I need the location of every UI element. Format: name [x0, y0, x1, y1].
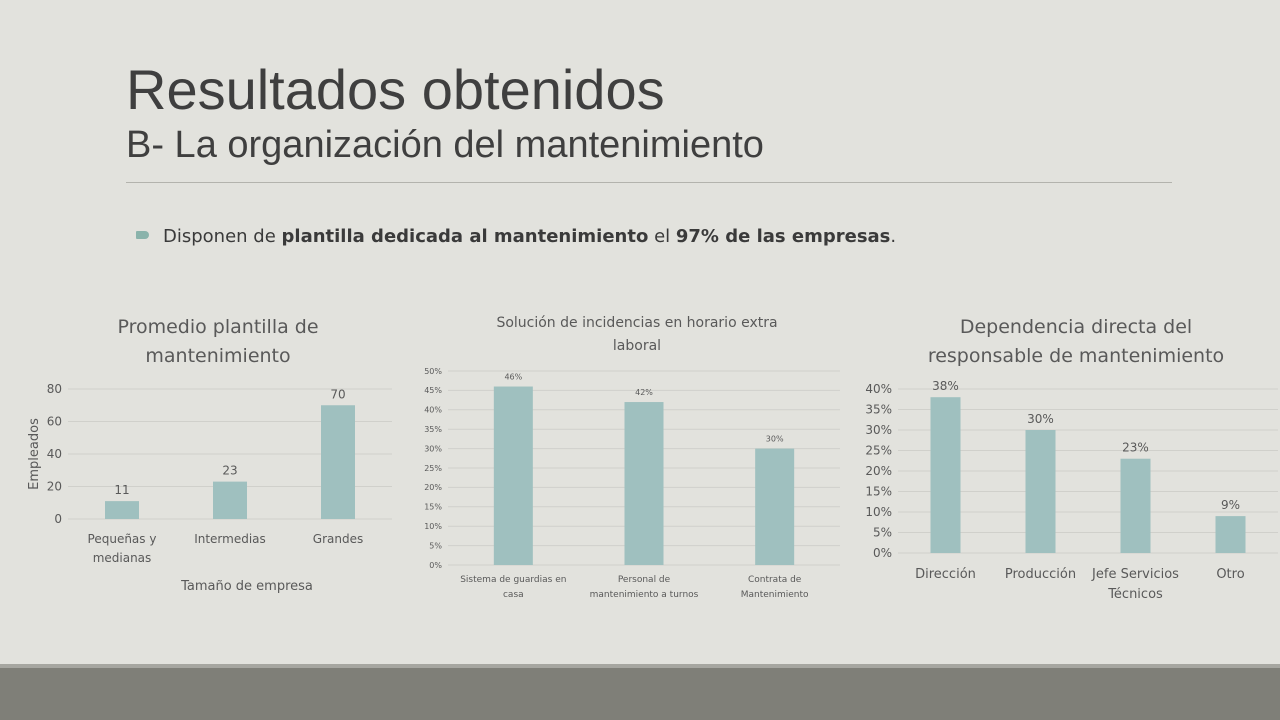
chart-1-bar — [105, 501, 139, 519]
chart-1-y-tick-label: 20 — [47, 480, 62, 494]
chart-3-y-tick-label: 30% — [865, 423, 892, 437]
chart-3-y-tick-label: 10% — [865, 505, 892, 519]
chart-3-category-label: Jefe Servicios — [1091, 567, 1179, 582]
chart-1-bar — [213, 481, 247, 519]
bullet-text-post: . — [890, 226, 897, 247]
chart-3-category-label: Dirección — [915, 567, 976, 582]
title-divider — [126, 182, 1172, 183]
chart-2-y-tick-label: 0% — [429, 561, 442, 570]
chart-2-y-tick-label: 35% — [424, 425, 442, 434]
slide-title-block: Resultados obtenidos B- La organización … — [126, 58, 764, 166]
chart-1-data-label: 23 — [222, 464, 237, 478]
chart-3-y-tick-label: 35% — [865, 403, 892, 417]
chart-2-y-tick-label: 25% — [424, 464, 442, 473]
chart-1-data-label: 11 — [114, 483, 129, 497]
chart-2-title-line-2: laboral — [613, 338, 661, 354]
chart-1-category-label: Intermedias — [194, 532, 266, 546]
chart-2-category-label: mantenimiento a turnos — [590, 590, 699, 600]
chart-3-bar — [1215, 516, 1246, 553]
chart-2-bar — [493, 386, 533, 565]
chart-2-data-label: 30% — [766, 435, 784, 444]
chart-3-category-label: Producción — [1005, 567, 1076, 582]
chart-1-category-label: medianas — [93, 551, 152, 565]
chart-2-bar — [755, 448, 795, 565]
chart-3-bar — [1025, 430, 1056, 553]
chart-2-y-tick-label: 40% — [424, 406, 442, 415]
bullet-point: Disponen de plantilla dedicada al manten… — [136, 226, 896, 247]
chart-1-y-tick-label: 40 — [47, 447, 62, 461]
chart-2-category-label: Sistema de guardias en — [460, 575, 566, 585]
chart-1-category-label: Pequeñas y — [88, 532, 157, 546]
chart-3-data-label: 38% — [932, 379, 959, 393]
slide-title: Resultados obtenidos — [126, 58, 665, 121]
chart-2-y-tick-label: 20% — [424, 483, 442, 492]
chart-1-title-line-1: Promedio plantilla de — [117, 316, 318, 338]
chart-2-y-tick-label: 45% — [424, 386, 442, 395]
chart-3-bar — [1120, 458, 1151, 553]
chart-3-data-label: 30% — [1027, 412, 1054, 426]
chart-3-y-tick-label: 20% — [865, 464, 892, 478]
chart-2-category-label: Personal de — [618, 575, 671, 585]
chart-2-title-line-1: Solución de incidencias en horario extra — [496, 315, 777, 331]
chart-1-x-axis-label: Tamaño de empresa — [180, 579, 313, 594]
chart-3-data-label: 9% — [1221, 498, 1240, 512]
chart-2-category-label: casa — [503, 590, 524, 600]
chart-2-category-label: Contrata de — [748, 575, 802, 585]
bullet-text-bold-1: plantilla dedicada al mantenimiento — [281, 226, 649, 247]
charts-canvas: Promedio plantilla de mantenimiento 0 20 40 6… — [27, 315, 1278, 602]
chart-2-y-tick-label: 5% — [429, 541, 442, 550]
chart-3-y-tick-label: 40% — [865, 382, 892, 396]
chart-3-y-tick-label: 25% — [865, 444, 892, 458]
chart-3-category-label: Otro — [1216, 567, 1244, 582]
chart-3-data-label: 23% — [1122, 441, 1149, 455]
bullet-text-bold-2: 97% de las empresas — [675, 226, 891, 247]
chart-3-y-tick-label: 15% — [865, 485, 892, 499]
bullet-text-pre: Disponen de — [163, 226, 282, 247]
chart-3-title-line-2: responsable de mantenimiento — [928, 345, 1224, 367]
chart-3-y-tick-label: 5% — [873, 526, 892, 540]
slide-subtitle: B- La organización del mantenimiento — [126, 124, 764, 166]
bullet-arrow-icon — [136, 231, 149, 239]
chart-1-y-tick-label: 0 — [54, 512, 62, 526]
chart-2-data-label: 46% — [504, 373, 522, 382]
chart-3-category-label: Técnicos — [1107, 587, 1163, 602]
bullet-text-mid: el — [648, 226, 676, 247]
chart-1-title-line-2: mantenimiento — [145, 345, 290, 367]
chart-3-bar — [930, 397, 961, 553]
chart-2-y-tick-label: 10% — [424, 522, 442, 531]
chart-3-y-tick-label: 0% — [873, 546, 892, 560]
chart-2-data-label: 42% — [635, 388, 653, 397]
chart-2-y-tick-label: 15% — [424, 503, 442, 512]
footer-band — [0, 668, 1280, 720]
chart-1-y-tick-label: 60 — [47, 415, 62, 429]
chart-1-data-label: 70 — [330, 387, 345, 401]
chart-3-title-line-1: Dependencia directa del — [960, 316, 1192, 338]
chart-2-y-tick-label: 30% — [424, 444, 442, 453]
chart-2-bar — [624, 402, 664, 565]
chart-1-y-axis-label: Empleados — [27, 418, 42, 490]
chart-2-y-tick-label: 50% — [424, 367, 442, 376]
chart-1-y-tick-label: 80 — [47, 382, 62, 396]
footer-line — [0, 664, 1280, 668]
chart-2-category-label: Mantenimiento — [741, 590, 809, 600]
chart-1-category-label: Grandes — [313, 532, 363, 546]
chart-1-bar — [321, 405, 355, 519]
